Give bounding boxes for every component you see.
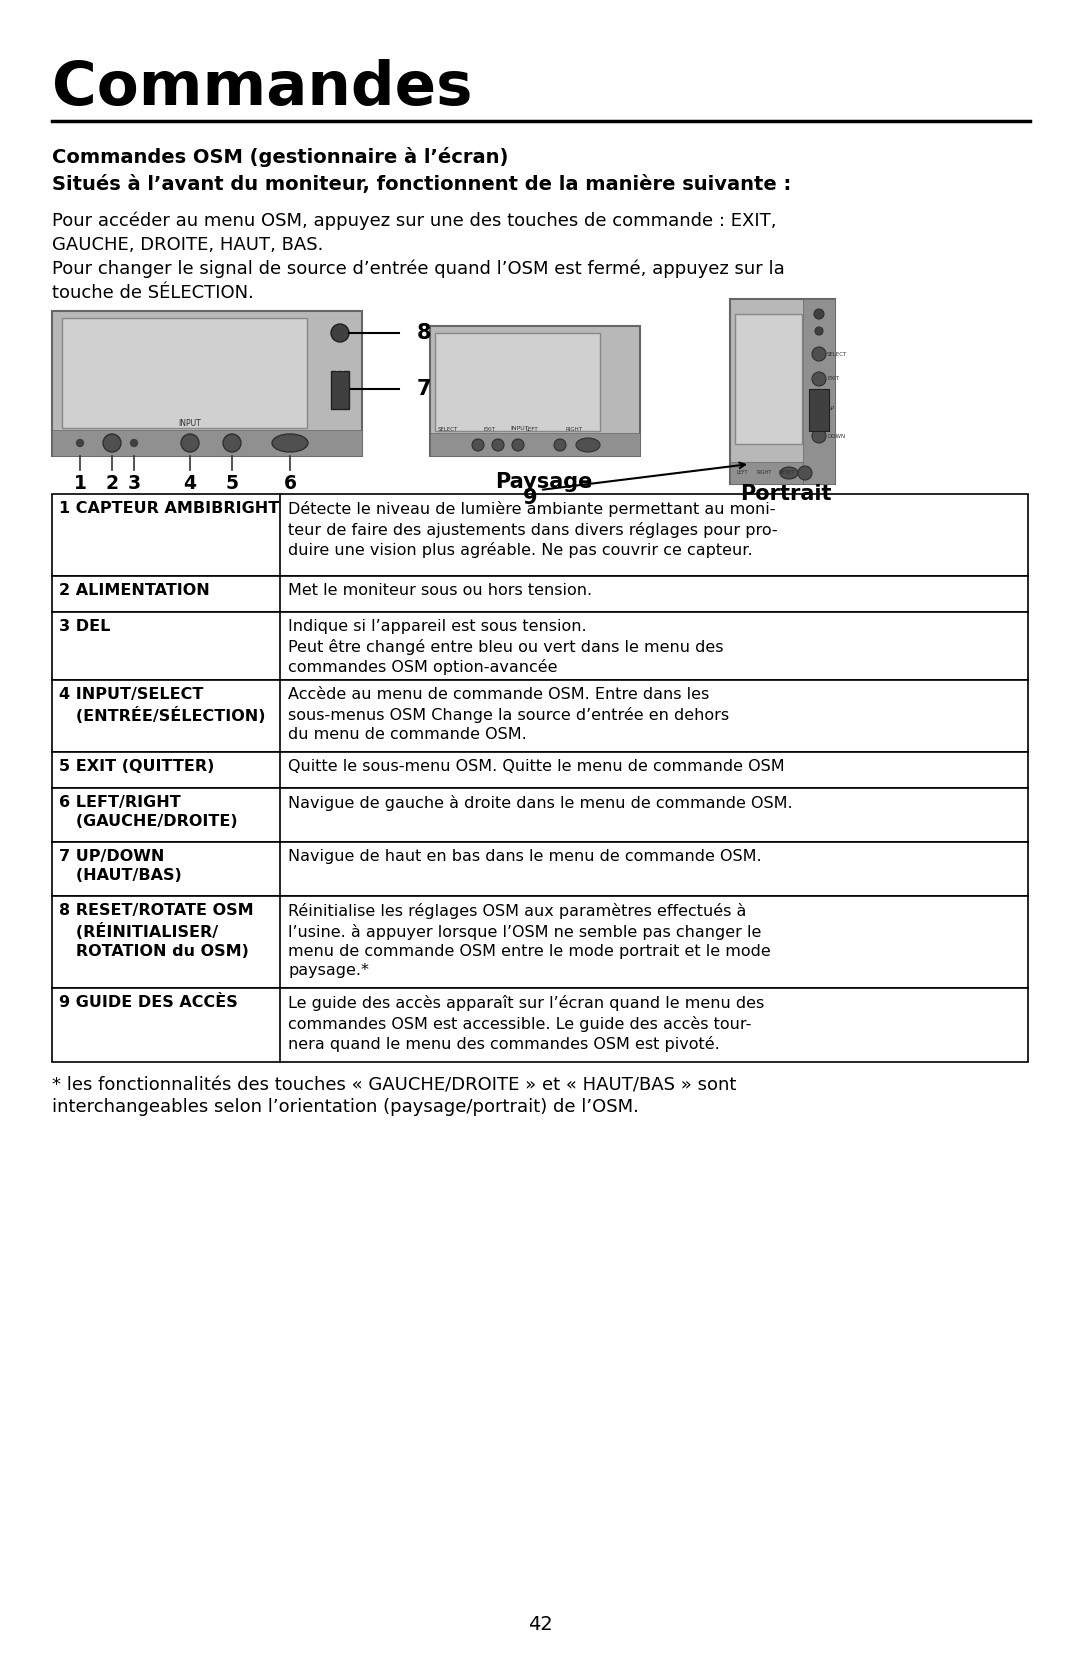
Text: 4: 4 — [184, 474, 197, 492]
Circle shape — [472, 439, 484, 451]
Text: LEFT: LEFT — [526, 427, 538, 432]
Circle shape — [492, 439, 504, 451]
Text: Navigue de haut en bas dans le menu de commande OSM.: Navigue de haut en bas dans le menu de c… — [288, 850, 761, 865]
Bar — [52, 988, 1028, 1061]
Text: Accède au menu de commande OSM. Entre dans les
sous-menus OSM Change la source d: Accède au menu de commande OSM. Entre da… — [288, 688, 729, 741]
Text: 4 INPUT/SELECT
   (ENTRÉE/SÉLECTION): 4 INPUT/SELECT (ENTRÉE/SÉLECTION) — [59, 688, 266, 724]
Text: Pour accéder au menu OSM, appuyez sur une des touches de commande : EXIT,
GAUCHE: Pour accéder au menu OSM, appuyez sur un… — [52, 210, 777, 254]
Bar — [735, 314, 802, 444]
Bar — [52, 788, 1028, 841]
Bar — [435, 334, 600, 431]
Bar — [52, 679, 1028, 753]
Circle shape — [131, 439, 137, 447]
Bar — [430, 432, 640, 456]
Text: EXIT: EXIT — [484, 427, 496, 432]
Circle shape — [554, 439, 566, 451]
Text: 5: 5 — [226, 474, 239, 492]
Circle shape — [814, 309, 824, 319]
Circle shape — [330, 324, 349, 342]
Circle shape — [103, 434, 121, 452]
Text: Quitte le sous-menu OSM. Quitte le menu de commande OSM: Quitte le sous-menu OSM. Quitte le menu … — [288, 759, 785, 774]
Bar — [52, 576, 1028, 613]
Text: 9 GUIDE DES ACCÈS: 9 GUIDE DES ACCÈS — [59, 995, 238, 1010]
Text: Met le moniteur sous ou hors tension.: Met le moniteur sous ou hors tension. — [288, 582, 592, 598]
Bar — [430, 325, 640, 456]
Circle shape — [812, 429, 826, 442]
Text: 42: 42 — [528, 1616, 552, 1634]
Circle shape — [181, 434, 199, 452]
Circle shape — [798, 466, 812, 481]
Text: EXIT: EXIT — [827, 377, 839, 382]
Bar — [52, 841, 1028, 896]
Text: 8 RESET/ROTATE OSM
   (RÉINITIALISER/
   ROTATION du OSM): 8 RESET/ROTATE OSM (RÉINITIALISER/ ROTAT… — [59, 903, 254, 960]
Bar — [809, 389, 829, 431]
Text: 5 EXIT (QUITTER): 5 EXIT (QUITTER) — [59, 759, 214, 774]
Bar — [52, 753, 1028, 788]
Text: 3 DEL: 3 DEL — [59, 619, 110, 634]
Text: Le guide des accès apparaît sur l’écran quand le menu des
commandes OSM est acce: Le guide des accès apparaît sur l’écran … — [288, 995, 765, 1051]
Text: Indique si l’appareil est sous tension.
Peut être changé entre bleu ou vert dans: Indique si l’appareil est sous tension. … — [288, 619, 724, 674]
Text: RESET: RESET — [778, 471, 794, 476]
Text: 1: 1 — [73, 474, 86, 492]
Text: SELECT: SELECT — [437, 427, 458, 432]
Text: Commandes: Commandes — [52, 58, 473, 118]
Circle shape — [812, 347, 826, 361]
Bar — [52, 431, 362, 456]
Text: 6: 6 — [283, 474, 297, 492]
Text: * les fonctionnalités des touches « GAUCHE/DROITE » et « HAUT/BAS » sont: * les fonctionnalités des touches « GAUC… — [52, 1077, 737, 1093]
Ellipse shape — [272, 434, 308, 452]
Bar — [52, 896, 1028, 988]
Bar — [730, 462, 804, 484]
Circle shape — [77, 439, 83, 447]
Text: INPUT: INPUT — [178, 419, 201, 427]
Text: Navigue de gauche à droite dans le menu de commande OSM.: Navigue de gauche à droite dans le menu … — [288, 794, 793, 811]
Text: INPUT: INPUT — [511, 426, 529, 431]
Circle shape — [512, 439, 524, 451]
Text: 9: 9 — [523, 487, 538, 507]
Bar — [330, 371, 349, 409]
Text: 1 CAPTEUR AMBIBRIGHT: 1 CAPTEUR AMBIBRIGHT — [59, 501, 280, 516]
Text: 7 UP/DOWN
   (HAUT/BAS): 7 UP/DOWN (HAUT/BAS) — [59, 850, 181, 883]
Bar — [52, 613, 1028, 679]
Text: 8: 8 — [417, 324, 432, 344]
Text: Situés à l’avant du moniteur, fonctionnent de la manière suivante :: Situés à l’avant du moniteur, fonctionne… — [52, 175, 792, 194]
Text: Détecte le niveau de lumière ambiante permettant au moni-
teur de faire des ajus: Détecte le niveau de lumière ambiante pe… — [288, 501, 778, 557]
Circle shape — [582, 439, 594, 451]
Text: SELECT: SELECT — [827, 352, 847, 357]
Text: 7: 7 — [417, 379, 432, 399]
Text: DOWN: DOWN — [827, 434, 846, 439]
Text: LEFT: LEFT — [737, 471, 747, 476]
Text: Commandes OSM (gestionnaire à l’écran): Commandes OSM (gestionnaire à l’écran) — [52, 147, 509, 167]
Circle shape — [815, 327, 823, 335]
Text: 3: 3 — [127, 474, 140, 492]
Ellipse shape — [780, 467, 798, 479]
Text: interchangeables selon l’orientation (paysage/portrait) de l’OSM.: interchangeables selon l’orientation (pa… — [52, 1098, 639, 1117]
Text: 2 ALIMENTATION: 2 ALIMENTATION — [59, 582, 210, 598]
Bar — [52, 310, 362, 456]
Text: Portrait: Portrait — [740, 484, 832, 504]
Bar — [730, 299, 835, 484]
Text: Réinitialise les réglages OSM aux paramètres effectués à
l’usine. à appuyer lors: Réinitialise les réglages OSM aux paramè… — [288, 903, 771, 978]
Text: Paysage: Paysage — [495, 472, 592, 492]
Circle shape — [812, 402, 826, 416]
Text: UP: UP — [827, 407, 834, 412]
Circle shape — [812, 372, 826, 386]
Text: 2: 2 — [106, 474, 119, 492]
Circle shape — [222, 434, 241, 452]
Bar — [52, 494, 1028, 576]
Bar — [804, 299, 835, 484]
Text: RIGHT: RIGHT — [566, 427, 582, 432]
Text: Pour changer le signal de source d’entrée quand l’OSM est fermé, appuyez sur la
: Pour changer le signal de source d’entré… — [52, 259, 785, 302]
Text: 6 LEFT/RIGHT
   (GAUCHE/DROITE): 6 LEFT/RIGHT (GAUCHE/DROITE) — [59, 794, 238, 829]
Ellipse shape — [576, 437, 600, 452]
Text: RIGHT: RIGHT — [756, 471, 772, 476]
Bar — [62, 319, 307, 427]
